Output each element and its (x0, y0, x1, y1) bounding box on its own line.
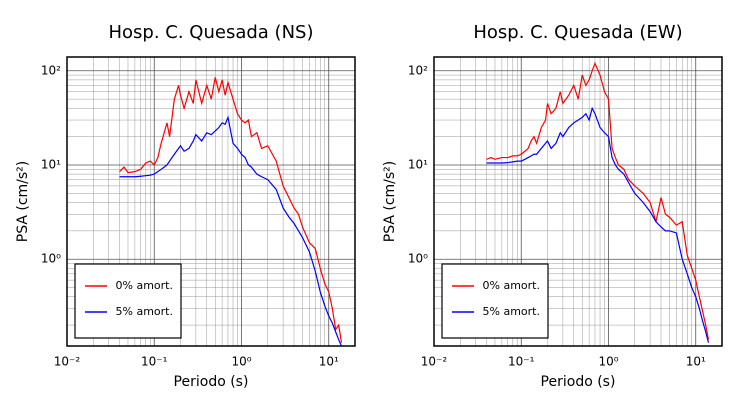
x-tick-label: 10⁻¹ (508, 355, 535, 369)
y-axis-label: PSA (cm/s²) (15, 161, 31, 243)
x-tick-label: 10⁰ (598, 355, 618, 369)
plot-frame (66, 56, 356, 347)
x-tick-label: 10⁻¹ (141, 355, 168, 369)
series-line (119, 115, 343, 346)
legend-label: 5% amort. (483, 305, 540, 318)
chart-title: Hosp. C. Quesada (NS) (109, 22, 314, 43)
plot-frame (433, 56, 723, 347)
series-line (486, 61, 710, 340)
y-tick-label: 10¹ (41, 158, 61, 172)
y-axis-label: PSA (cm/s²) (382, 161, 398, 243)
x-tick-label: 10⁰ (231, 355, 251, 369)
legend-label: 0% amort. (483, 279, 540, 292)
legend-label: 5% amort. (116, 305, 173, 318)
x-tick-label: 10⁻² (421, 355, 448, 369)
legend-label: 0% amort. (116, 279, 173, 292)
x-tick-label: 10⁻² (54, 355, 81, 369)
x-axis-label: Periodo (s) (174, 374, 249, 390)
series-line (486, 106, 710, 343)
y-tick-label: 10² (41, 63, 61, 77)
chart-title: Hosp. C. Quesada (EW) (473, 22, 682, 43)
legend-box (441, 263, 549, 339)
plot: 10⁻² 10⁻¹ 10⁰ 10¹ 10⁰ 10¹ 10² Hosp. C. Quesada … (382, 22, 723, 390)
y-tick-label: 10¹ (408, 158, 428, 172)
x-tick-label: 10¹ (686, 355, 706, 369)
y-tick-label: 10² (408, 63, 428, 77)
series-line (119, 77, 343, 343)
x-tick-label: 10¹ (319, 355, 339, 369)
plot: 10⁻² 10⁻¹ 10⁰ 10¹ 10⁰ 10¹ 10² Hosp. C. Quesada … (15, 22, 356, 390)
y-tick-label: 10⁰ (408, 252, 428, 266)
x-axis-label: Periodo (s) (541, 374, 616, 390)
legend-box (74, 263, 182, 339)
y-tick-label: 10⁰ (41, 252, 61, 266)
